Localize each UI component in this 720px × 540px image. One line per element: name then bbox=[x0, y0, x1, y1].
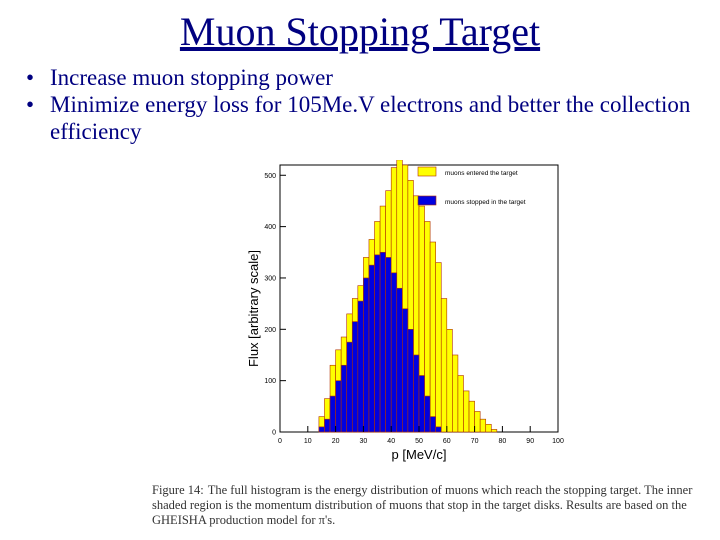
histogram-bar bbox=[418, 375, 425, 433]
legend-swatch bbox=[417, 195, 437, 206]
histogram-bar bbox=[385, 257, 392, 433]
x-tick-label: 40 bbox=[387, 438, 395, 445]
bullet-text: Increase muon stopping power bbox=[50, 65, 333, 90]
histogram-bar bbox=[463, 390, 470, 433]
legend-label: muons stopped in the target bbox=[445, 199, 526, 206]
histogram-bar bbox=[435, 262, 442, 433]
histogram-bar bbox=[335, 380, 342, 433]
x-tick-label: 50 bbox=[415, 438, 423, 445]
histogram-bar bbox=[474, 411, 481, 433]
histogram-bar bbox=[424, 395, 431, 433]
y-tick-label: 400 bbox=[264, 224, 276, 231]
bullet-dot-icon: • bbox=[26, 65, 35, 90]
histogram-bar bbox=[379, 251, 386, 433]
y-tick-label: 100 bbox=[264, 378, 276, 385]
histogram-bar bbox=[374, 254, 381, 433]
histogram-bar bbox=[324, 418, 331, 433]
y-tick-label: 300 bbox=[264, 275, 276, 282]
histogram-bar bbox=[357, 300, 364, 433]
legend-label: muons entered the target bbox=[445, 170, 518, 177]
histogram-bar bbox=[363, 277, 370, 433]
x-tick-label: 70 bbox=[471, 438, 479, 445]
legend-swatch bbox=[417, 166, 437, 177]
bullet-dot-icon: • bbox=[26, 92, 35, 117]
y-tick-label: 0 bbox=[272, 430, 276, 437]
histogram-bar bbox=[396, 287, 403, 433]
histogram-bar bbox=[490, 429, 498, 433]
histogram-bar bbox=[402, 308, 409, 433]
histogram-bar bbox=[435, 426, 442, 433]
histogram-bar bbox=[429, 416, 436, 433]
histogram-bar bbox=[351, 321, 359, 433]
histogram-bar bbox=[318, 426, 325, 433]
x-tick-label: 80 bbox=[499, 438, 507, 445]
histogram-bar bbox=[468, 400, 475, 433]
y-tick-label: 500 bbox=[264, 173, 276, 180]
x-axis-label: p [MeV/c] bbox=[392, 447, 447, 462]
histogram-bar bbox=[479, 418, 487, 433]
histogram-bar bbox=[329, 395, 336, 433]
histogram-bar bbox=[340, 364, 348, 433]
figure-caption-text: The full histogram is the energy distrib… bbox=[152, 483, 693, 527]
figure-caption: Figure 14: The full histogram is the ener… bbox=[152, 483, 712, 528]
bullet-item: • Increase muon stopping power bbox=[22, 64, 712, 91]
slide-title: Muon Stopping Target bbox=[179, 9, 541, 54]
histogram-bar bbox=[485, 423, 492, 433]
histogram-bar bbox=[429, 241, 436, 433]
x-tick-label: 60 bbox=[443, 438, 451, 445]
histogram-chart: 0 10 20 30 40 50 60 70 80 90 100 0 100 200 300 400 500 p … bbox=[246, 160, 564, 462]
histogram-bar bbox=[368, 264, 375, 433]
histogram-bar bbox=[457, 375, 464, 433]
histogram-bar bbox=[413, 354, 420, 433]
bullet-list: • Increase muon stopping power • Minimiz… bbox=[22, 64, 712, 145]
histogram-bar bbox=[440, 298, 448, 433]
y-tick-label: 200 bbox=[264, 327, 276, 334]
bullet-text: Minimize energy loss for 105Me.V electro… bbox=[50, 92, 691, 144]
y-axis-label: Flux [arbitrary scale] bbox=[246, 250, 261, 367]
histogram-bar bbox=[390, 272, 398, 433]
x-tick-label: 90 bbox=[526, 438, 534, 445]
x-tick-label: 20 bbox=[332, 438, 340, 445]
x-tick-label: 10 bbox=[304, 438, 312, 445]
x-tick-label: 0 bbox=[278, 438, 282, 445]
histogram-bar bbox=[407, 329, 414, 433]
histogram-bar bbox=[452, 354, 459, 433]
figure-caption-label: Figure 14: bbox=[152, 483, 204, 497]
x-tick-label: 30 bbox=[360, 438, 368, 445]
x-tick-label: 100 bbox=[552, 438, 564, 445]
histogram-bar bbox=[346, 341, 353, 433]
histogram-bar bbox=[446, 329, 453, 433]
bullet-item: • Minimize energy loss for 105Me.V elect… bbox=[22, 91, 712, 145]
